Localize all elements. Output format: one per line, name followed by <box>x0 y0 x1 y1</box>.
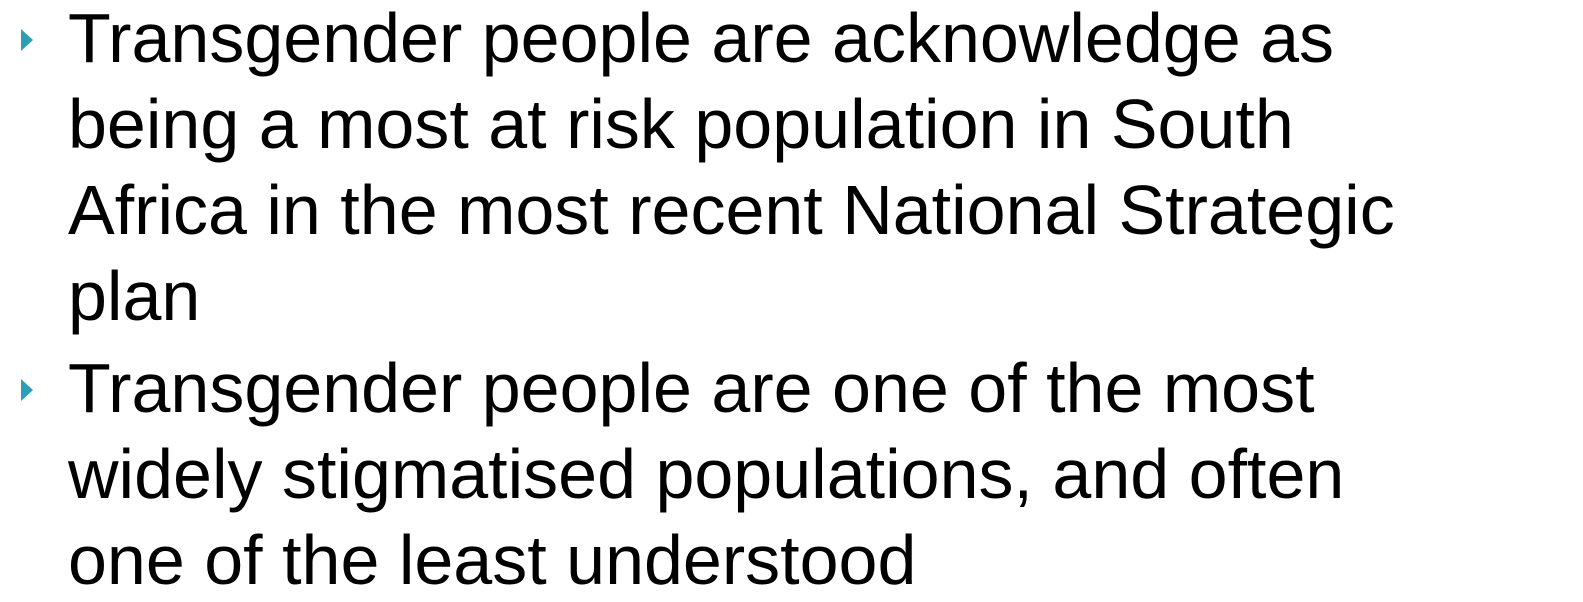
bullet-text-line: one of the least understood <box>68 521 916 597</box>
bullet-text-line: being a most at risk population in South <box>68 85 1294 163</box>
bullet-text-line: widely stigmatised populations, and ofte… <box>67 435 1344 513</box>
bullet-text-line: plan <box>68 257 200 335</box>
bullet-text-line: Transgender people are one of the most <box>68 349 1315 427</box>
bullet-marker <box>21 379 33 401</box>
bullet-text-line: Transgender people are acknowledge as <box>68 0 1334 77</box>
bullet-text-line: Africa in the most recent National Strat… <box>68 171 1395 249</box>
bullet-marker <box>21 29 33 51</box>
